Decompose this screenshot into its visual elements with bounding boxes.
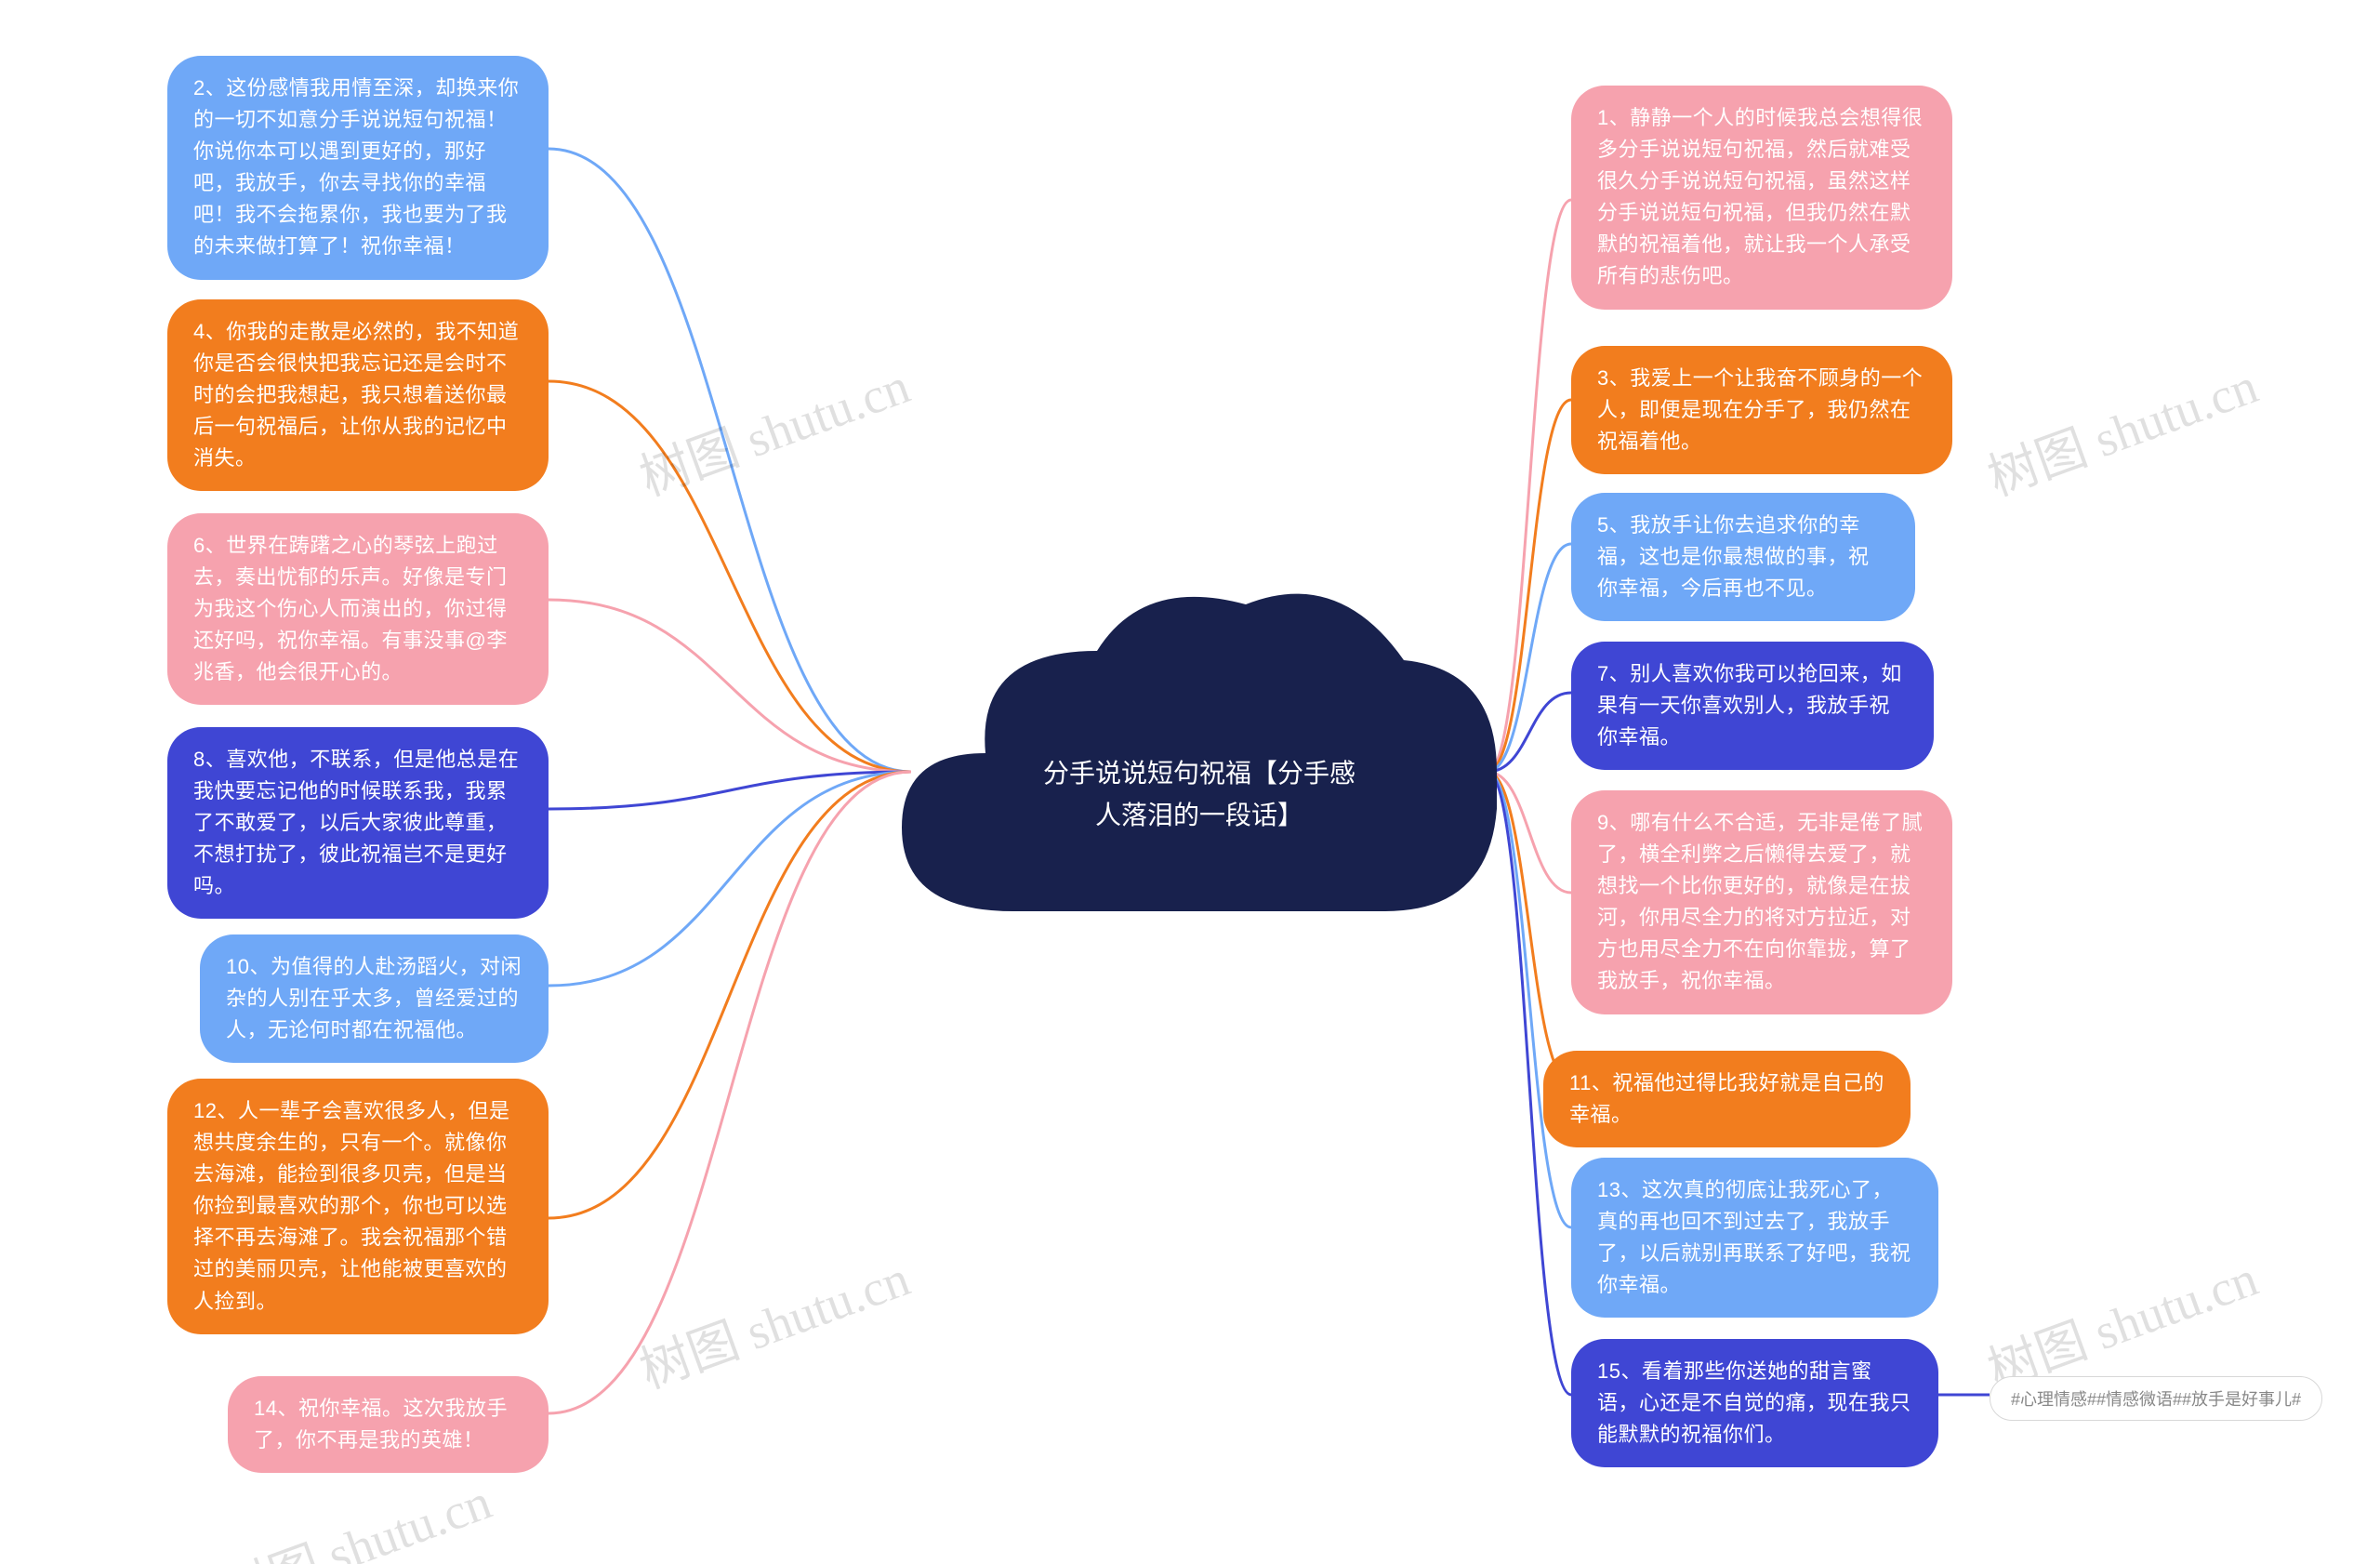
connector — [1488, 772, 1571, 893]
connector — [1488, 544, 1571, 772]
center-node-cloud: 分手说说短句祝福【分手感人落泪的一段话】 — [902, 577, 1497, 967]
watermark: 树图 shutu.cn — [628, 1238, 919, 1403]
left-node-12: 12、人一辈子会喜欢很多人，但是想共度余生的，只有一个。就像你去海滩，能捡到很多… — [167, 1079, 549, 1334]
right-node-9: 9、哪有什么不合适，无非是倦了腻了，横全利弊之后懒得去爱了，就想找一个比你更好的… — [1571, 790, 1952, 1014]
watermark: 树图 shutu.cn — [628, 345, 919, 510]
right-node-3: 3、我爱上一个让我奋不顾身的一个人，即便是现在分手了，我仍然在祝福着他。 — [1571, 346, 1952, 474]
watermark: 树图 shutu.cn — [210, 1461, 500, 1564]
cloud-shape — [902, 594, 1497, 911]
connector — [549, 772, 911, 986]
left-node-4: 4、你我的走散是必然的，我不知道你是否会很快把我忘记还是会时不时的会把我想起，我… — [167, 299, 549, 491]
right-node-11: 11、祝福他过得比我好就是自己的幸福。 — [1543, 1051, 1911, 1147]
left-node-14: 14、祝你幸福。这次我放手了，你不再是我的英雄！ — [228, 1376, 549, 1473]
connector — [1488, 693, 1571, 772]
center-node-title: 分手说说短句祝福【分手感人落泪的一段话】 — [1041, 753, 1357, 837]
connector — [1488, 400, 1571, 772]
left-node-8: 8、喜欢他，不联系，但是他总是在我快要忘记他的时候联系我，我累了不敢爱了，以后大… — [167, 727, 549, 919]
right-node-15: 15、看着那些你送她的甜言蜜语，心还是不自觉的痛，现在我只能默默的祝福你们。 — [1571, 1339, 1938, 1467]
right-node-5: 5、我放手让你去追求你的幸福，这也是你最想做的事，祝你幸福，今后再也不见。 — [1571, 493, 1915, 621]
connector — [549, 149, 911, 772]
connector — [549, 600, 911, 772]
right-node-13: 13、这次真的彻底让我死心了，真的再也回不到过去了，我放手了，以后就别再联系了好… — [1571, 1158, 1938, 1318]
tag-leaf: #心理情感##情感微语##放手是好事儿# — [1990, 1376, 2322, 1421]
left-node-6: 6、世界在踌躇之心的琴弦上跑过去，奏出忧郁的乐声。好像是专门为我这个伤心人而演出… — [167, 513, 549, 705]
right-node-1: 1、静静一个人的时候我总会想得很多分手说说短句祝福，然后就难受很久分手说说短句祝… — [1571, 86, 1952, 310]
connector — [549, 772, 911, 1413]
connector — [549, 772, 911, 1218]
watermark: 树图 shutu.cn — [1977, 345, 2267, 510]
connector — [1488, 200, 1571, 772]
right-node-7: 7、别人喜欢你我可以抢回来，如果有一天你喜欢别人，我放手祝你幸福。 — [1571, 642, 1934, 770]
left-node-2: 2、这份感情我用情至深，却换来你的一切不如意分手说说短句祝福！你说你本可以遇到更… — [167, 56, 549, 280]
left-node-10: 10、为值得的人赴汤蹈火，对闲杂的人别在乎太多，曾经爱过的人，无论何时都在祝福他… — [200, 934, 549, 1063]
connector — [1488, 772, 1571, 1227]
connector — [549, 772, 911, 809]
mindmap-canvas: 树图 shutu.cn 树图 shutu.cn 树图 shutu.cn 树图 shut… — [0, 0, 2380, 1564]
connector — [1488, 772, 1571, 1083]
connector — [549, 381, 911, 772]
